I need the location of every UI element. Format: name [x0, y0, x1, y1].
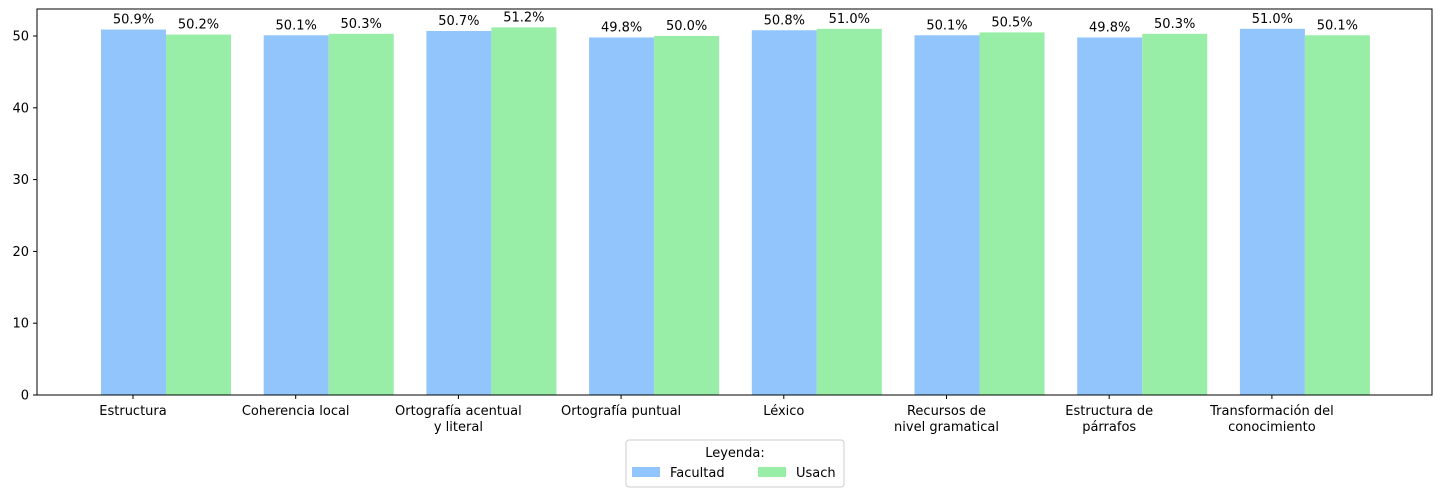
value-label-facultad-3: 49.8% [601, 20, 642, 35]
bar-usach-6 [1142, 33, 1208, 395]
value-label-usach-5: 50.5% [991, 15, 1032, 30]
value-label-facultad-2: 50.7% [438, 14, 479, 29]
value-label-facultad-6: 49.8% [1089, 20, 1130, 35]
legend-label-facultad: Facultad [670, 466, 725, 481]
legend-box [625, 439, 845, 488]
bar-facultad-3 [589, 37, 655, 395]
x-tick-label-4-0: Léxico [763, 404, 804, 419]
x-tick-label-2-1: y literal [434, 420, 483, 435]
legend-label-usach: Usach [796, 466, 836, 481]
y-tick-label-50: 50 [12, 29, 29, 44]
x-tick-label-7-0: Transformación del [1209, 404, 1334, 419]
y-tick-label-10: 10 [12, 317, 29, 332]
x-tick-label-5-0: Recursos de [907, 404, 986, 419]
x-tick-label-3-0: Ortografía puntual [561, 404, 681, 419]
legend-swatch-usach [758, 467, 786, 477]
value-label-usach-4: 51.0% [829, 12, 870, 27]
x-tick-label-6-1: párrafos [1082, 420, 1136, 435]
bar-facultad-2 [426, 30, 492, 396]
x-tick-label-5-1: nivel gramatical [894, 420, 999, 435]
bar-facultad-5 [914, 35, 980, 395]
y-tick-label-20: 20 [12, 245, 29, 260]
bar-facultad-6 [1077, 37, 1143, 395]
y-tick-label-40: 40 [12, 101, 29, 116]
plot-frame [36, 8, 1433, 396]
x-tick-label-1-0: Coherencia local [242, 404, 350, 419]
value-label-facultad-4: 50.8% [764, 13, 805, 28]
x-tick-label-7-1: conocimiento [1228, 420, 1316, 435]
bar-usach-2 [491, 27, 557, 396]
x-tick-label-6-0: Estructura de [1065, 404, 1153, 419]
y-tick-label-0: 0 [21, 389, 29, 404]
bar-usach-7 [1304, 35, 1370, 395]
bar-facultad-0 [101, 29, 166, 395]
x-tick-label-0-0: Estructura [99, 404, 166, 419]
bar-usach-0 [166, 34, 231, 396]
value-label-usach-2: 51.2% [503, 10, 544, 25]
value-label-usach-1: 50.3% [341, 17, 382, 32]
bar-usach-5 [979, 32, 1045, 396]
x-tick-label-2-0: Ortografía acentual [395, 404, 522, 419]
value-label-facultad-7: 51.0% [1252, 12, 1293, 27]
bar-usach-3 [654, 35, 720, 396]
value-label-facultad-0: 50.9% [113, 13, 154, 28]
bar-facultad-1 [263, 35, 329, 395]
value-label-usach-3: 50.0% [666, 19, 707, 34]
y-tick-label-30: 30 [12, 173, 29, 188]
value-label-facultad-1: 50.1% [276, 18, 317, 33]
value-label-facultad-5: 50.1% [926, 18, 967, 33]
value-label-usach-7: 50.1% [1317, 18, 1358, 33]
legend-title: Leyenda: [705, 446, 765, 461]
bar-usach-1 [328, 33, 394, 395]
bar-facultad-4 [751, 30, 817, 395]
value-label-usach-0: 50.2% [178, 18, 219, 33]
value-label-usach-6: 50.3% [1154, 17, 1195, 32]
legend-swatch-facultad [632, 467, 660, 477]
bar-usach-4 [816, 28, 882, 396]
bar-facultad-7 [1239, 28, 1305, 396]
